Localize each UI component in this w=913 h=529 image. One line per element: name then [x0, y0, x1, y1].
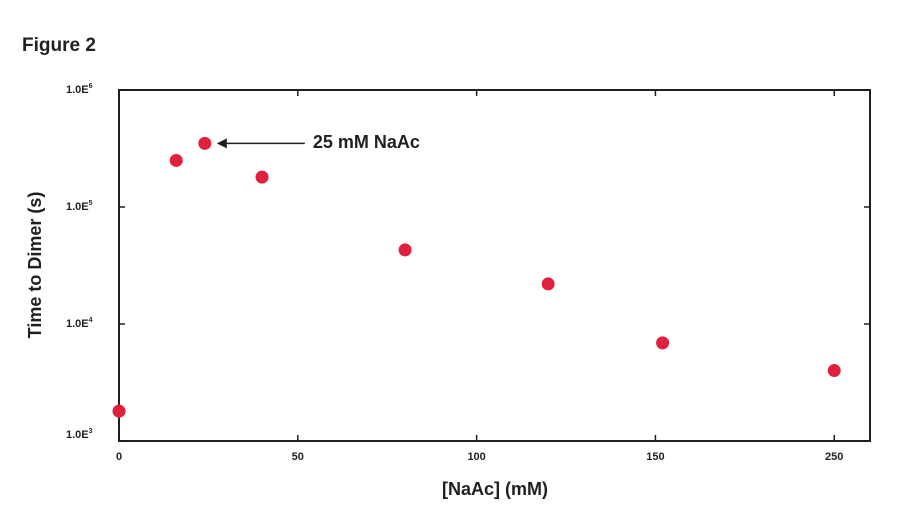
annotation: 25 mM NaAc — [313, 132, 420, 152]
y-tick-label: 1.0E5 — [66, 200, 93, 213]
x-tick-label: 0 — [116, 451, 122, 463]
x-tick-label: 150 — [646, 451, 664, 463]
y-tick-label: 1.0E4 — [66, 317, 93, 330]
y-axis-label: Time to Dimer (s) — [25, 192, 45, 339]
data-point — [169, 153, 183, 167]
data-point — [255, 170, 269, 184]
chart-title: Figure 2 — [22, 35, 96, 56]
data-point — [541, 277, 555, 291]
data-point — [827, 364, 841, 378]
data-point — [198, 136, 212, 150]
y-tick-label: 1.0E6 — [66, 83, 93, 96]
plot-frame — [118, 89, 871, 442]
x-tick-label: 50 — [292, 451, 304, 463]
annotation-arrowhead — [216, 138, 227, 149]
data-point — [398, 243, 412, 257]
data-point — [112, 404, 126, 418]
x-tick-label: 100 — [467, 451, 485, 463]
x-axis-label: [NaAc] (mM) — [442, 479, 548, 499]
data-point — [656, 336, 670, 350]
x-tick-label: 250 — [825, 451, 843, 463]
y-tick-label: 1.0E3 — [66, 428, 93, 441]
